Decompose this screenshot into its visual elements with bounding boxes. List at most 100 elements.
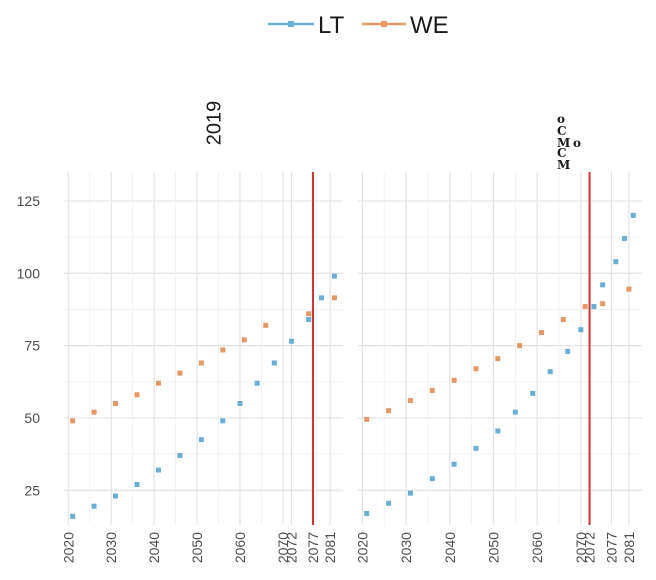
data-point — [319, 295, 325, 301]
data-point — [364, 510, 370, 516]
data-point — [113, 400, 119, 406]
legend-item-we: WE — [362, 12, 449, 39]
legend-marker — [381, 21, 387, 27]
data-point — [288, 338, 294, 344]
data-point — [473, 445, 479, 451]
x-tick-label: 2072 — [283, 532, 299, 563]
legend-label: LT — [318, 12, 345, 39]
data-point — [241, 337, 247, 343]
svg-text:M: M — [557, 158, 570, 172]
data-point — [331, 295, 337, 301]
data-point — [407, 398, 413, 404]
data-point — [626, 286, 632, 292]
data-point — [495, 356, 501, 362]
data-point — [134, 392, 140, 398]
x-tick-label: 2060 — [529, 532, 545, 563]
x-tick-label: 2030 — [398, 532, 414, 563]
data-point — [177, 370, 183, 376]
data-point — [155, 380, 161, 386]
panel-background — [64, 172, 343, 525]
data-point — [591, 304, 597, 310]
data-point — [495, 428, 501, 434]
data-point — [613, 259, 619, 265]
svg-text:o: o — [573, 136, 581, 150]
data-point — [263, 322, 269, 328]
legend-item-lt: LT — [268, 12, 345, 39]
x-tick-label: 2020 — [354, 532, 370, 563]
x-tick-label: 2020 — [60, 532, 76, 563]
data-point — [600, 282, 606, 288]
data-point — [177, 453, 183, 459]
data-point — [565, 348, 571, 354]
strip-label: 2019 — [204, 101, 226, 146]
svg-text:M: M — [557, 136, 570, 150]
data-point — [70, 513, 76, 519]
data-point — [407, 490, 413, 496]
legend: LT WE — [268, 12, 449, 39]
data-point — [91, 409, 97, 415]
data-point — [451, 377, 457, 383]
x-tick-label: 2077 — [603, 532, 619, 563]
y-tick-label: 50 — [24, 410, 40, 426]
y-tick-label: 125 — [17, 193, 41, 209]
data-point — [473, 366, 479, 372]
y-axis: 25 50 75 100 125 — [17, 193, 41, 498]
series-we — [70, 295, 337, 424]
data-point — [512, 409, 518, 415]
data-point — [386, 500, 392, 506]
data-point — [429, 387, 435, 393]
data-point — [220, 418, 226, 424]
series-lt — [364, 212, 636, 516]
strip-seal: o C M o C M — [557, 112, 581, 172]
data-point — [600, 301, 606, 307]
x-tick-label: 2050 — [485, 532, 501, 563]
data-point — [155, 467, 161, 473]
x-tick-label: 2081 — [322, 532, 338, 563]
data-point — [134, 481, 140, 487]
x-tick-label: 2030 — [103, 532, 119, 563]
y-tick-label: 75 — [24, 338, 40, 354]
data-point — [220, 347, 226, 353]
y-tick-label: 100 — [17, 265, 41, 281]
data-point — [578, 327, 584, 333]
data-point — [386, 408, 392, 414]
x-tick-label: 2060 — [232, 532, 248, 563]
data-point — [364, 416, 370, 422]
x-tick-label: 2040 — [146, 532, 162, 563]
data-point — [451, 461, 457, 467]
data-point — [70, 418, 76, 424]
series-we — [364, 286, 632, 422]
data-point — [517, 343, 523, 349]
data-point — [547, 369, 553, 375]
svg-text:C: C — [557, 146, 567, 160]
x-tick-label: 2077 — [305, 532, 321, 563]
data-point — [622, 236, 628, 242]
x-tick-label: 2070 — [275, 532, 291, 563]
data-point — [630, 212, 636, 218]
svg-text:o: o — [557, 112, 565, 126]
data-point — [582, 304, 588, 310]
x-tick-label: 2040 — [442, 532, 458, 563]
data-point — [306, 311, 312, 317]
x-tick-label: 2050 — [189, 532, 205, 563]
data-point — [271, 360, 277, 366]
legend-label: WE — [410, 12, 449, 39]
series-lt — [70, 273, 337, 519]
y-tick-label: 25 — [24, 482, 40, 498]
x-tick-label: 2070 — [573, 532, 589, 563]
x-tick-label: 2072 — [582, 532, 598, 563]
data-point — [429, 476, 435, 482]
data-point — [91, 503, 97, 509]
x-tick-label: 2081 — [621, 532, 637, 563]
svg-text:C: C — [557, 124, 567, 138]
data-point — [560, 317, 566, 323]
legend-marker — [288, 21, 294, 27]
data-point — [113, 493, 119, 499]
data-point — [306, 317, 312, 323]
data-point — [198, 360, 204, 366]
data-point — [237, 400, 243, 406]
